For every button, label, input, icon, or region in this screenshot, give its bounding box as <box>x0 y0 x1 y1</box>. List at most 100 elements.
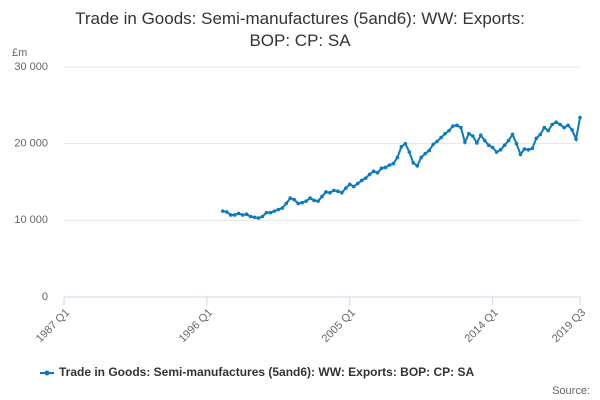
data-point <box>220 209 225 213</box>
data-point <box>431 142 435 147</box>
data-point <box>427 148 431 153</box>
data-point <box>355 181 360 186</box>
data-point <box>562 125 566 130</box>
data-point <box>367 172 372 177</box>
data-point <box>574 137 578 141</box>
data-point <box>486 143 491 147</box>
data-point <box>232 213 237 217</box>
data-point <box>534 136 539 141</box>
data-point <box>502 143 507 147</box>
data-point <box>451 124 455 128</box>
data-point <box>522 147 527 151</box>
data-point <box>514 141 519 146</box>
data-point <box>296 201 300 206</box>
data-point <box>248 214 253 219</box>
data-point <box>383 165 388 170</box>
data-point <box>542 125 547 130</box>
data-point <box>328 190 332 195</box>
data-point <box>272 209 277 213</box>
data-point <box>236 211 241 216</box>
data-point <box>407 150 412 154</box>
x-tick-label: 1987 Q1 <box>34 307 72 345</box>
data-point <box>228 213 233 217</box>
data-point <box>347 182 352 187</box>
data-point <box>332 188 336 193</box>
data-point <box>463 140 467 144</box>
data-point <box>264 210 269 215</box>
data-point <box>316 199 320 203</box>
data-point <box>340 190 344 195</box>
data-point <box>530 146 535 151</box>
data-line <box>222 117 581 220</box>
x-tick-label: 2014 Q1 <box>463 307 501 345</box>
data-point <box>482 138 487 143</box>
data-point <box>308 196 312 200</box>
data-point <box>435 139 439 144</box>
data-point <box>558 122 562 127</box>
data-point <box>399 144 404 149</box>
data-point <box>415 164 420 168</box>
data-point <box>300 200 304 205</box>
data-point <box>498 148 503 152</box>
data-point <box>304 199 308 203</box>
data-point <box>455 123 459 128</box>
data-point <box>324 190 328 194</box>
y-tick-label: 0 <box>42 291 48 303</box>
data-point <box>336 189 340 193</box>
data-point <box>490 145 495 150</box>
data-point <box>475 141 479 145</box>
data-point <box>550 122 555 127</box>
y-axis-label: £m <box>12 47 27 59</box>
data-point <box>359 178 364 183</box>
data-point <box>578 115 582 120</box>
data-point <box>351 184 356 189</box>
data-point <box>224 210 229 214</box>
source: Source: <box>552 385 590 397</box>
legend-label: Trade in Goods: Semi-manufactures (5and6… <box>59 365 474 379</box>
data-point <box>447 128 451 133</box>
data-point <box>379 166 384 170</box>
data-point <box>375 171 380 175</box>
x-tick-label: 1996 Q1 <box>177 307 215 345</box>
data-point <box>570 128 574 132</box>
data-point <box>403 141 408 146</box>
data-point <box>566 123 570 128</box>
x-tick-label: 2019 Q3 <box>550 307 588 345</box>
data-point <box>395 155 400 160</box>
data-point <box>478 133 483 138</box>
data-point <box>252 215 257 220</box>
x-tick-label: 2005 Q1 <box>320 307 358 345</box>
data-point <box>538 132 543 137</box>
data-point <box>391 161 396 166</box>
data-point <box>284 201 289 206</box>
data-point <box>371 169 376 174</box>
data-point <box>467 131 471 136</box>
legend-marker <box>44 370 50 376</box>
data-point <box>268 210 273 215</box>
data-point <box>312 198 316 203</box>
data-point <box>320 194 324 199</box>
data-point <box>256 216 261 220</box>
chart-title: Trade in Goods: Semi-manufactures (5and6… <box>75 9 525 50</box>
data-point <box>546 128 551 133</box>
data-point <box>280 206 285 210</box>
data-point <box>423 151 428 156</box>
data-point <box>439 135 443 140</box>
data-point <box>387 163 392 167</box>
data-point <box>260 214 265 219</box>
y-tick-label: 20 000 <box>14 138 48 150</box>
data-point <box>518 152 523 157</box>
data-point <box>363 176 368 180</box>
data-point <box>240 213 245 217</box>
data-point <box>506 138 511 143</box>
data-point <box>288 196 293 200</box>
data-point <box>419 155 424 160</box>
data-point <box>554 120 558 124</box>
data-point <box>244 212 249 216</box>
y-tick-label: 30 000 <box>14 61 48 73</box>
data-point <box>292 197 297 202</box>
y-tick-label: 10 000 <box>14 214 48 226</box>
data-point <box>276 207 281 212</box>
data-point <box>471 134 475 138</box>
